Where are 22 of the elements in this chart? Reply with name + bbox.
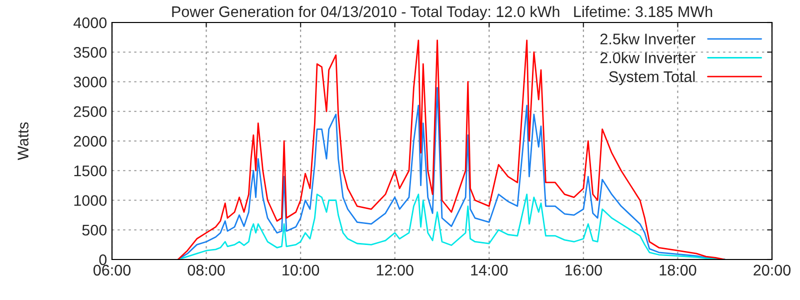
y-tick-label: 1000 [74, 195, 107, 206]
y-tick-label: 3500 [74, 46, 107, 58]
legend-label: 2.0kw Inverter [600, 52, 696, 64]
x-tick-label: 08:00 [188, 264, 225, 276]
x-tick-label: 06:00 [93, 264, 131, 276]
x-tick-label: 12:00 [376, 264, 414, 276]
y-tick-label: 2500 [74, 106, 107, 118]
x-tick-label: 10:00 [282, 264, 320, 276]
y-tick-label: 4000 [74, 17, 107, 28]
y-tick-label: 2000 [74, 136, 107, 147]
chart-title: Power Generation for 04/13/2010 - Total Today: 12.0 kWh Lifetime: 3.185 MWh [172, 6, 712, 20]
y-tick-label: 1500 [74, 165, 107, 176]
x-tick-label: 14:00 [471, 264, 508, 276]
legend-label: System Total [609, 70, 695, 86]
x-tick-label: 20:00 [754, 264, 791, 276]
y-tick-label: 0 [99, 254, 107, 266]
y-axis-title: Watts [18, 122, 28, 160]
x-tick-label: 16:00 [565, 264, 602, 276]
x-tick-label: 18:00 [660, 264, 696, 276]
y-tick-label: 3000 [74, 76, 107, 88]
y-tick-label: 500 [82, 224, 107, 236]
legend-label: 2.5kw Inverter [600, 33, 696, 44]
